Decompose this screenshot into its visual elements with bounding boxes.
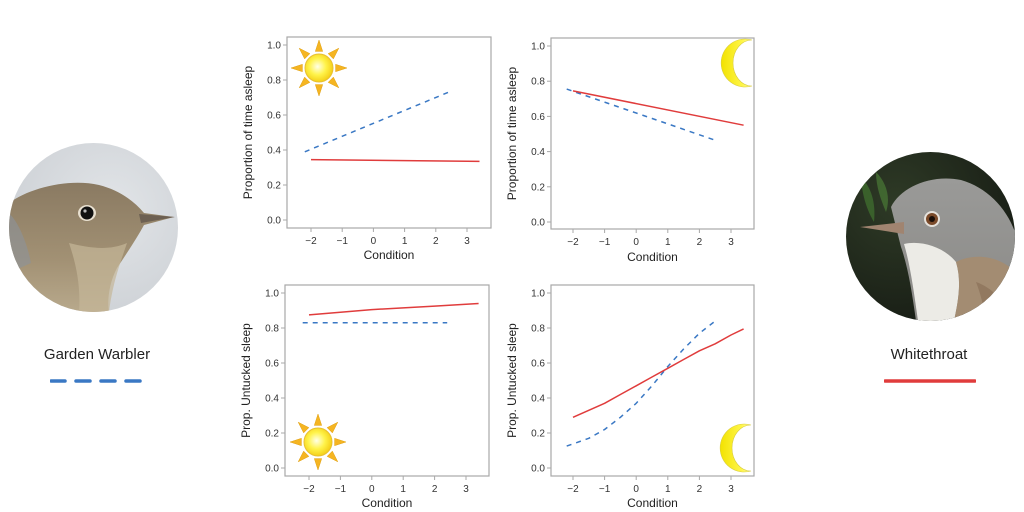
x-tick-label: 1 xyxy=(400,484,406,495)
x-axis-title: Condition xyxy=(362,496,413,510)
x-tick-label: 1 xyxy=(665,237,671,248)
sun-ray xyxy=(326,421,339,434)
y-tick-label: 0.2 xyxy=(265,429,279,440)
sun-ray xyxy=(314,39,324,52)
series-line-whitethroat xyxy=(572,328,744,418)
x-tick-label: 2 xyxy=(697,484,703,495)
x-tick-label: −1 xyxy=(336,236,348,247)
moon-crescent xyxy=(719,423,752,473)
x-tick-label: 1 xyxy=(402,236,408,247)
series-line-whitethroat xyxy=(308,302,479,316)
sun-ray xyxy=(314,84,324,97)
sun-ray xyxy=(327,47,340,60)
moon-icon xyxy=(719,423,752,473)
y-tick-label: 0.4 xyxy=(531,394,545,405)
y-tick-label: 0.2 xyxy=(267,181,281,192)
x-tick-label: 3 xyxy=(463,484,469,495)
sun-ray xyxy=(298,47,311,60)
panel-bottom-right: 0.0 0.2 0.4 0.6 0.8 1.0 −2 −1 0 1 2 3 Condition Prop.… xyxy=(505,284,755,510)
sun-disc xyxy=(303,427,333,457)
x-tick-label: −2 xyxy=(305,236,317,247)
sun-disc xyxy=(304,53,334,83)
sun-ray xyxy=(297,421,310,434)
sun-ray xyxy=(327,76,340,89)
x-tick-label: −1 xyxy=(335,484,347,495)
y-tick-label: 1.0 xyxy=(267,41,281,52)
y-tick-label: 0.8 xyxy=(267,76,281,87)
panel-top-right: 0.0 0.2 0.4 0.6 0.8 1.0 −2 −1 0 1 2 3 Condition Propo… xyxy=(505,37,755,264)
series-line-garden-warbler xyxy=(566,88,716,141)
x-tick-label: 0 xyxy=(371,236,377,247)
garden-warbler-label: Garden Warbler xyxy=(43,346,151,363)
plot-frame xyxy=(286,36,492,229)
x-tick-label: −2 xyxy=(567,237,579,248)
sun-ray xyxy=(297,450,310,463)
sun-ray xyxy=(289,437,302,447)
y-tick-label: 0.8 xyxy=(531,324,545,335)
sun-ray xyxy=(326,450,339,463)
sun-ray xyxy=(298,76,311,89)
x-tick-label: 2 xyxy=(433,236,439,247)
garden-warbler-photo xyxy=(9,143,178,312)
y-tick-label: 0.2 xyxy=(531,429,545,440)
y-axis-title: Prop. Untucked sleep xyxy=(239,323,253,438)
y-axis-title: Proportion of time asleep xyxy=(241,65,255,199)
y-tick-label: 0.6 xyxy=(267,111,281,122)
y-tick-label: 0.6 xyxy=(531,112,545,123)
y-tick-label: 1.0 xyxy=(531,42,545,53)
moon-crescent xyxy=(720,38,753,88)
y-tick-label: 0.4 xyxy=(531,147,545,158)
y-axis-title: Proportion of time asleep xyxy=(505,66,519,200)
x-axis-title: Condition xyxy=(364,248,415,262)
y-tick-label: 0.0 xyxy=(265,464,279,475)
sun-ray xyxy=(334,437,347,447)
x-tick-label: 0 xyxy=(633,237,639,248)
whitethroat-photo xyxy=(846,152,1015,321)
whitethroat-label: Whitethroat xyxy=(890,346,968,363)
y-tick-label: 0.6 xyxy=(531,359,545,370)
x-tick-label: 2 xyxy=(432,484,438,495)
y-tick-label: 1.0 xyxy=(531,289,545,300)
x-tick-label: 0 xyxy=(369,484,375,495)
y-tick-label: 1.0 xyxy=(265,289,279,300)
x-axis-title: Condition xyxy=(627,496,678,510)
moon-icon xyxy=(720,38,753,88)
x-tick-label: 0 xyxy=(633,484,639,495)
series-line-garden-warbler xyxy=(566,320,716,447)
y-tick-label: 0.8 xyxy=(531,77,545,88)
x-tick-label: 3 xyxy=(728,484,734,495)
y-tick-label: 0.8 xyxy=(265,324,279,335)
x-tick-label: 1 xyxy=(665,484,671,495)
y-axis-title: Prop. Untucked sleep xyxy=(505,323,519,438)
x-tick-label: −2 xyxy=(303,484,315,495)
x-tick-label: −2 xyxy=(567,484,579,495)
y-tick-label: 0.4 xyxy=(267,146,281,157)
panel-top-left: 0.0 0.2 0.4 0.6 0.8 1.0 −2 −1 0 1 2 3 Condition Propo… xyxy=(241,36,492,262)
sun-ray xyxy=(313,413,323,426)
x-tick-label: 3 xyxy=(464,236,470,247)
garden-warbler-legend-line xyxy=(50,379,142,383)
sun-ray xyxy=(313,458,323,471)
sun-ray xyxy=(290,63,303,73)
x-tick-label: −1 xyxy=(599,237,611,248)
sun-ray xyxy=(335,63,348,73)
x-tick-label: 2 xyxy=(697,237,703,248)
y-tick-label: 0.6 xyxy=(265,359,279,370)
y-tick-label: 0.0 xyxy=(531,218,545,229)
series-line-whitethroat xyxy=(310,158,480,163)
x-tick-label: 3 xyxy=(728,237,734,248)
plot-frame xyxy=(550,37,755,230)
y-tick-label: 0.2 xyxy=(531,182,545,193)
x-tick-label: −1 xyxy=(599,484,611,495)
series-line-whitethroat xyxy=(572,90,744,126)
x-axis-title: Condition xyxy=(627,250,678,264)
y-tick-label: 0.0 xyxy=(531,464,545,475)
panel-bottom-left: 0.0 0.2 0.4 0.6 0.8 1.0 −2 −1 0 1 2 3 Condition Prop.… xyxy=(239,284,490,510)
sun-icon xyxy=(290,39,348,97)
whitethroat-legend-line xyxy=(884,379,976,383)
y-tick-label: 0.0 xyxy=(267,216,281,227)
y-tick-label: 0.4 xyxy=(265,394,279,405)
sun-icon xyxy=(289,413,347,471)
